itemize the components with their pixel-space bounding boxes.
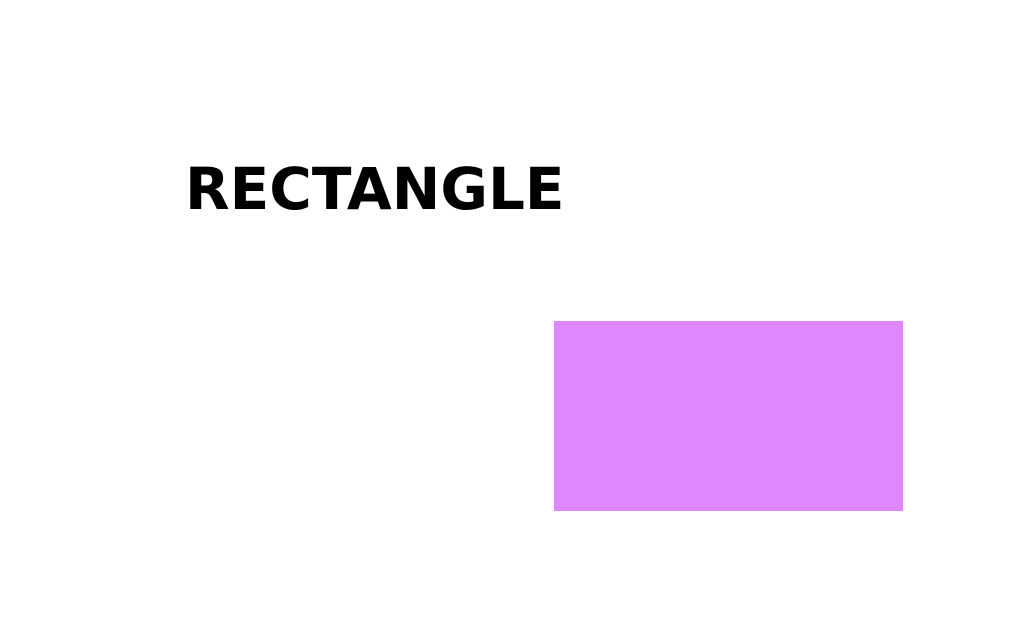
purple-rectangle [554,321,903,511]
shape-title: RECTANGLE [185,155,565,223]
